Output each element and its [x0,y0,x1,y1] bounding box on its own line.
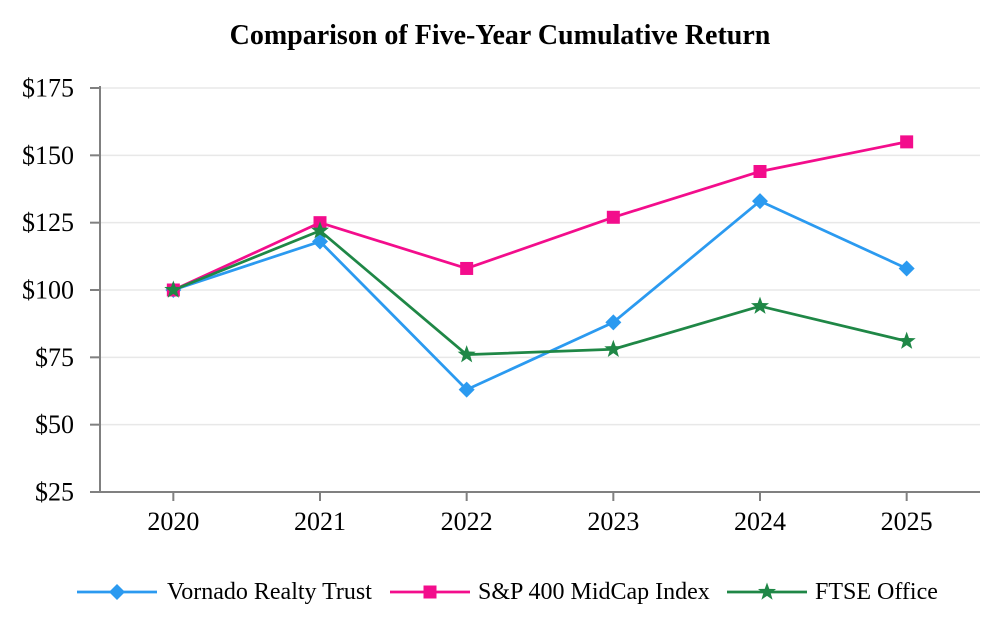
y-tick-label: $150 [22,141,74,170]
data-point-s-p-400-midcap-index [606,210,620,224]
x-tick-label: 2020 [147,507,199,536]
y-tick-label: $50 [35,410,74,439]
y-tick-label: $100 [22,276,74,305]
data-point-vornado-realty-trust [752,193,768,210]
series-lines [171,140,909,392]
legend-item-s-p-400-midcap-index: S&P 400 MidCap Index [390,579,710,605]
series-markers [164,135,916,398]
x-tick-label: 2023 [587,507,639,536]
data-point-ftse-office [310,221,330,239]
legend-label: S&P 400 MidCap Index [478,579,710,605]
legend-item-ftse-office: FTSE Office [727,579,938,605]
data-point-ftse-office [750,296,770,314]
data-point-vornado-realty-trust [458,381,475,398]
chart-title: Comparison of Five-Year Cumulative Retur… [230,20,771,51]
legend-label: Vornado Realty Trust [167,579,372,605]
x-tick-label: 2021 [294,507,346,536]
data-point-ftse-office [604,339,623,357]
data-point-vornado-realty-trust [898,260,915,277]
data-point-ftse-office [164,280,183,298]
y-tick-label: $25 [35,478,74,507]
x-tick-label: 2025 [881,507,933,536]
data-point-ftse-office [457,345,476,363]
legend-marker-square [423,585,437,599]
data-point-vornado-realty-trust [312,233,328,250]
y-axis-tick-labels: $175 $150 $125 $100 $75 $50 $25 [22,74,74,507]
legend-marker-star [757,582,777,600]
series-line-vornado-realty-trust [171,199,909,392]
x-tick-label: 2022 [441,507,493,536]
series-line-ftse-office [171,229,909,357]
data-point-vornado-realty-trust [605,314,622,331]
y-tick-label: $175 [22,74,74,103]
gridlines [100,87,980,426]
data-point-s-p-400-midcap-index [753,164,767,178]
x-tick-label: 2024 [734,507,786,536]
axes [90,86,980,501]
x-axis-tick-labels: 2020 2021 2022 2023 2024 2025 [147,507,932,536]
y-tick-label: $75 [35,343,74,372]
series-line-s-p-400-midcap-index [171,140,909,292]
data-point-s-p-400-midcap-index [460,261,474,275]
legend-marker-diamond [109,584,125,600]
y-tick-label: $125 [22,208,74,237]
legend-label: FTSE Office [815,579,938,605]
legend: Vornado Realty Trust S&P 400 MidCap Index… [77,579,938,605]
legend-item-vornado-realty-trust: Vornado Realty Trust [77,579,372,605]
data-point-s-p-400-midcap-index [900,135,914,149]
data-point-ftse-office [897,331,916,349]
